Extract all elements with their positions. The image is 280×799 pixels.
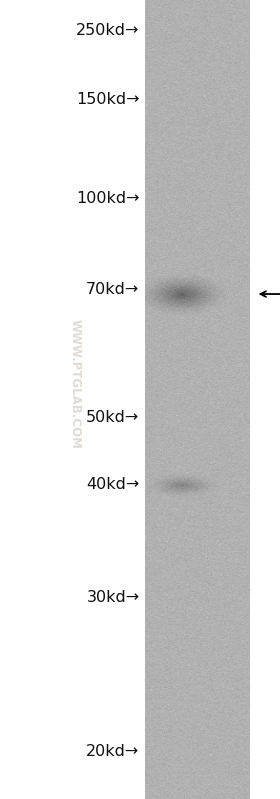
Text: WWW.PTGLAB.COM: WWW.PTGLAB.COM — [69, 319, 82, 448]
Text: 20kd→: 20kd→ — [86, 744, 139, 758]
Text: 70kd→: 70kd→ — [86, 282, 139, 296]
Text: 100kd→: 100kd→ — [76, 191, 139, 205]
Text: 40kd→: 40kd→ — [86, 478, 139, 492]
Text: 50kd→: 50kd→ — [86, 410, 139, 424]
Text: 30kd→: 30kd→ — [86, 590, 139, 605]
Text: 150kd→: 150kd→ — [76, 93, 139, 107]
Text: 250kd→: 250kd→ — [76, 23, 139, 38]
